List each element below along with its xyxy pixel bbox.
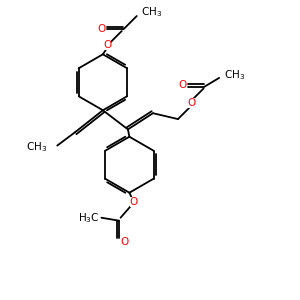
Text: O: O — [130, 196, 138, 206]
Text: O: O — [178, 80, 187, 90]
Text: CH$_3$: CH$_3$ — [26, 140, 47, 154]
Text: CH$_3$: CH$_3$ — [224, 68, 245, 82]
Text: H$_3$C: H$_3$C — [78, 211, 100, 225]
Text: O: O — [121, 237, 129, 247]
Text: CH$_3$: CH$_3$ — [141, 5, 162, 19]
Text: O: O — [97, 24, 106, 34]
Text: O: O — [103, 40, 111, 50]
Text: O: O — [187, 98, 195, 108]
